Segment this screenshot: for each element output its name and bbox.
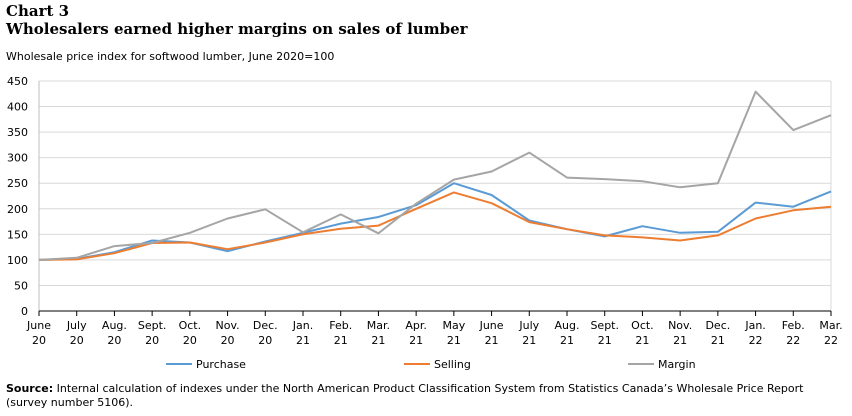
x-tick-label-month: June [26,319,51,332]
y-tick-label: 300 [7,152,28,165]
y-tick-label: 350 [7,126,28,139]
x-tick-label-year: 21 [447,334,461,347]
x-tick-label-month: Sept. [138,319,167,332]
legend-label-margin: Margin [658,358,696,371]
x-tick-label-month: Sept. [590,319,619,332]
x-tick-label-month: May [442,319,465,332]
x-tick-label-year: 20 [107,334,121,347]
x-tick-label-year: 22 [824,334,838,347]
x-tick-label-month: Dec. [253,319,278,332]
x-tick-label-year: 21 [673,334,687,347]
legend: Purchase Selling Margin [166,358,696,371]
x-tick-label-month: July [518,319,539,332]
x-tick-label-year: 20 [70,334,84,347]
x-tick-label-year: 22 [749,334,763,347]
x-tick-label-year: 22 [786,334,800,347]
legend-label-purchase: Purchase [196,358,246,371]
x-tick-label-month: Feb. [782,319,805,332]
y-tick-label: 400 [7,101,28,114]
series-line-margin [38,90,832,261]
x-tick-label-month: Mar. [819,319,842,332]
series-line-selling [38,191,832,261]
gridlines [38,80,832,312]
x-tick-label-month: Apr. [405,319,427,332]
chart-title: Wholesalers earned higher margins on sal… [6,20,468,38]
x-tick-label-year: 21 [485,334,499,347]
x-tick-label-month: Jan. [292,319,313,332]
x-tick-label-year: 21 [598,334,612,347]
x-tick-label-month: Oct. [179,319,202,332]
x-tick-label-year: 21 [371,334,385,347]
x-tick-label-year: 20 [258,334,272,347]
x-tick-label-year: 21 [296,334,310,347]
x-tick-label-month: Nov. [668,319,692,332]
x-tick-label-year: 21 [409,334,423,347]
x-tick-label-month: Dec. [705,319,730,332]
x-tick-label-year: 21 [711,334,725,347]
x-tick-label-month: Oct. [631,319,654,332]
y-tick-label: 50 [14,279,28,292]
x-tick-label-month: June [479,319,504,332]
x-tick-label-year: 21 [635,334,649,347]
x-tick-label-month: Mar. [367,319,390,332]
x-tick-label-month: Jan. [744,319,765,332]
chart-label: Chart 3 [6,2,70,20]
x-tick-label-month: July [66,319,87,332]
legend-label-selling: Selling [434,358,471,371]
x-tick-label-year: 20 [145,334,159,347]
x-tick-label-year: 20 [32,334,46,347]
x-tick-label-year: 21 [334,334,348,347]
x-tick-label-month: Nov. [216,319,240,332]
x-tick-label-year: 21 [522,334,536,347]
x-tick-label-year: 20 [183,334,197,347]
x-tick-label-year: 20 [221,334,235,347]
y-tick-label: 150 [7,228,28,241]
y-tick-label: 250 [7,177,28,190]
x-tick-label-year: 21 [560,334,574,347]
chart-subtitle: Wholesale price index for softwood lumbe… [6,50,335,63]
x-tick-label-month: Aug. [102,319,127,332]
source-label: Source: [6,382,54,395]
y-tick-label: 200 [7,203,28,216]
y-tick-label: 450 [7,75,28,88]
source-text: Internal calculation of indexes under th… [6,382,804,409]
y-tick-label: 0 [21,305,28,318]
x-tick-label-month: Aug. [555,319,580,332]
line-chart: 0 50 100 150 200 250 300 350 400 450 June 20 July 20… [7,75,843,371]
series-lines [38,90,832,261]
series-line-purchase [38,182,832,261]
x-axis: June 20 July 20 Aug. 20 Sept. 20 Oct. 20 Nov. 20 Dec… [26,310,843,347]
x-tick-label-month: Feb. [329,319,352,332]
y-axis: 0 50 100 150 200 250 300 350 400 450 [7,75,28,318]
source-note: Source: Internal calculation of indexes … [6,382,846,410]
y-tick-label: 100 [7,254,28,267]
